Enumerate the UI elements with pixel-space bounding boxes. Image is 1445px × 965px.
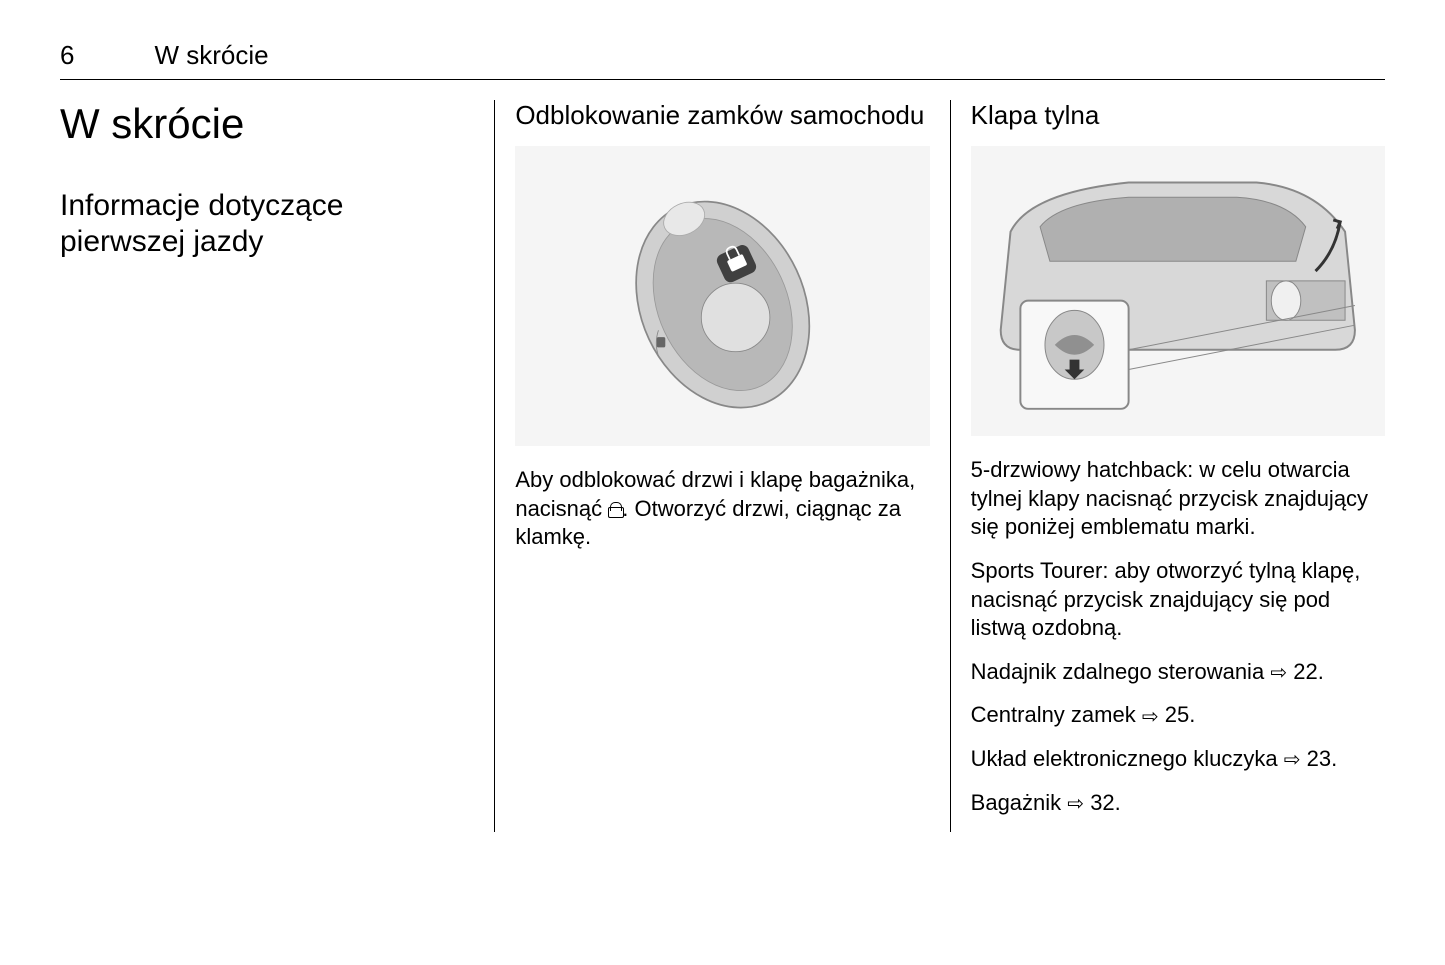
ref-central-lock: Centralny zamek ⇨ 25.	[971, 701, 1385, 730]
page-header: 6 W skrócie	[60, 40, 1385, 80]
section-title: Informacje dotyczące pierwszej jazdy	[60, 188, 474, 260]
ref-ekey-page: 23	[1307, 746, 1331, 771]
unlock-icon	[608, 502, 622, 518]
ref-trunk-page: 32	[1090, 790, 1114, 815]
ref-remote-page: 22	[1293, 659, 1317, 684]
key-fob-svg	[557, 176, 888, 416]
ref-trunk-text: Bagażnik	[971, 790, 1062, 815]
ref-central-text: Centralny zamek	[971, 702, 1136, 727]
unlock-title: Odblokowanie zamków samochodu	[515, 100, 929, 131]
car-tailgate-illustration	[971, 146, 1385, 436]
ref-remote-text: Nadajnik zdalnego sterowania	[971, 659, 1265, 684]
column-2: Odblokowanie zamków samochodu Aby odblok…	[495, 100, 949, 832]
column-1: W skrócie Informacje dotyczące pierwszej…	[60, 100, 494, 832]
content-columns: W skrócie Informacje dotyczące pierwszej…	[60, 100, 1385, 832]
ref-trunk: Bagażnik ⇨ 32.	[971, 789, 1385, 818]
reference-arrow-icon: ⇨	[1142, 704, 1159, 730]
tailgate-para-1: 5-drzwiowy hatchback: w celu otwarcia ty…	[971, 456, 1385, 542]
ref-central-page: 25	[1165, 702, 1189, 727]
page-number: 6	[60, 40, 74, 71]
reference-arrow-icon: ⇨	[1270, 660, 1287, 686]
tailgate-para-2: Sports Tourer: aby otworzyć tylną klapę,…	[971, 557, 1385, 643]
main-title: W skrócie	[60, 100, 474, 148]
reference-arrow-icon: ⇨	[1284, 747, 1301, 773]
ref-electronic-key: Układ elektronicznego kluczyka ⇨ 23.	[971, 745, 1385, 774]
column-3: Klapa tylna 5-drzwiowy hatchback: w c	[951, 100, 1385, 832]
ref-ekey-text: Układ elektronicznego kluczyka	[971, 746, 1278, 771]
ref-remote: Nadajnik zdalnego sterowania ⇨ 22.	[971, 658, 1385, 687]
tailgate-title: Klapa tylna	[971, 100, 1385, 131]
reference-arrow-icon: ⇨	[1067, 791, 1084, 817]
unlock-instruction: Aby odblokować drzwi i klapę bagażnika, …	[515, 466, 929, 552]
key-fob-illustration	[515, 146, 929, 446]
car-svg	[981, 153, 1375, 429]
header-title: W skrócie	[154, 40, 268, 71]
